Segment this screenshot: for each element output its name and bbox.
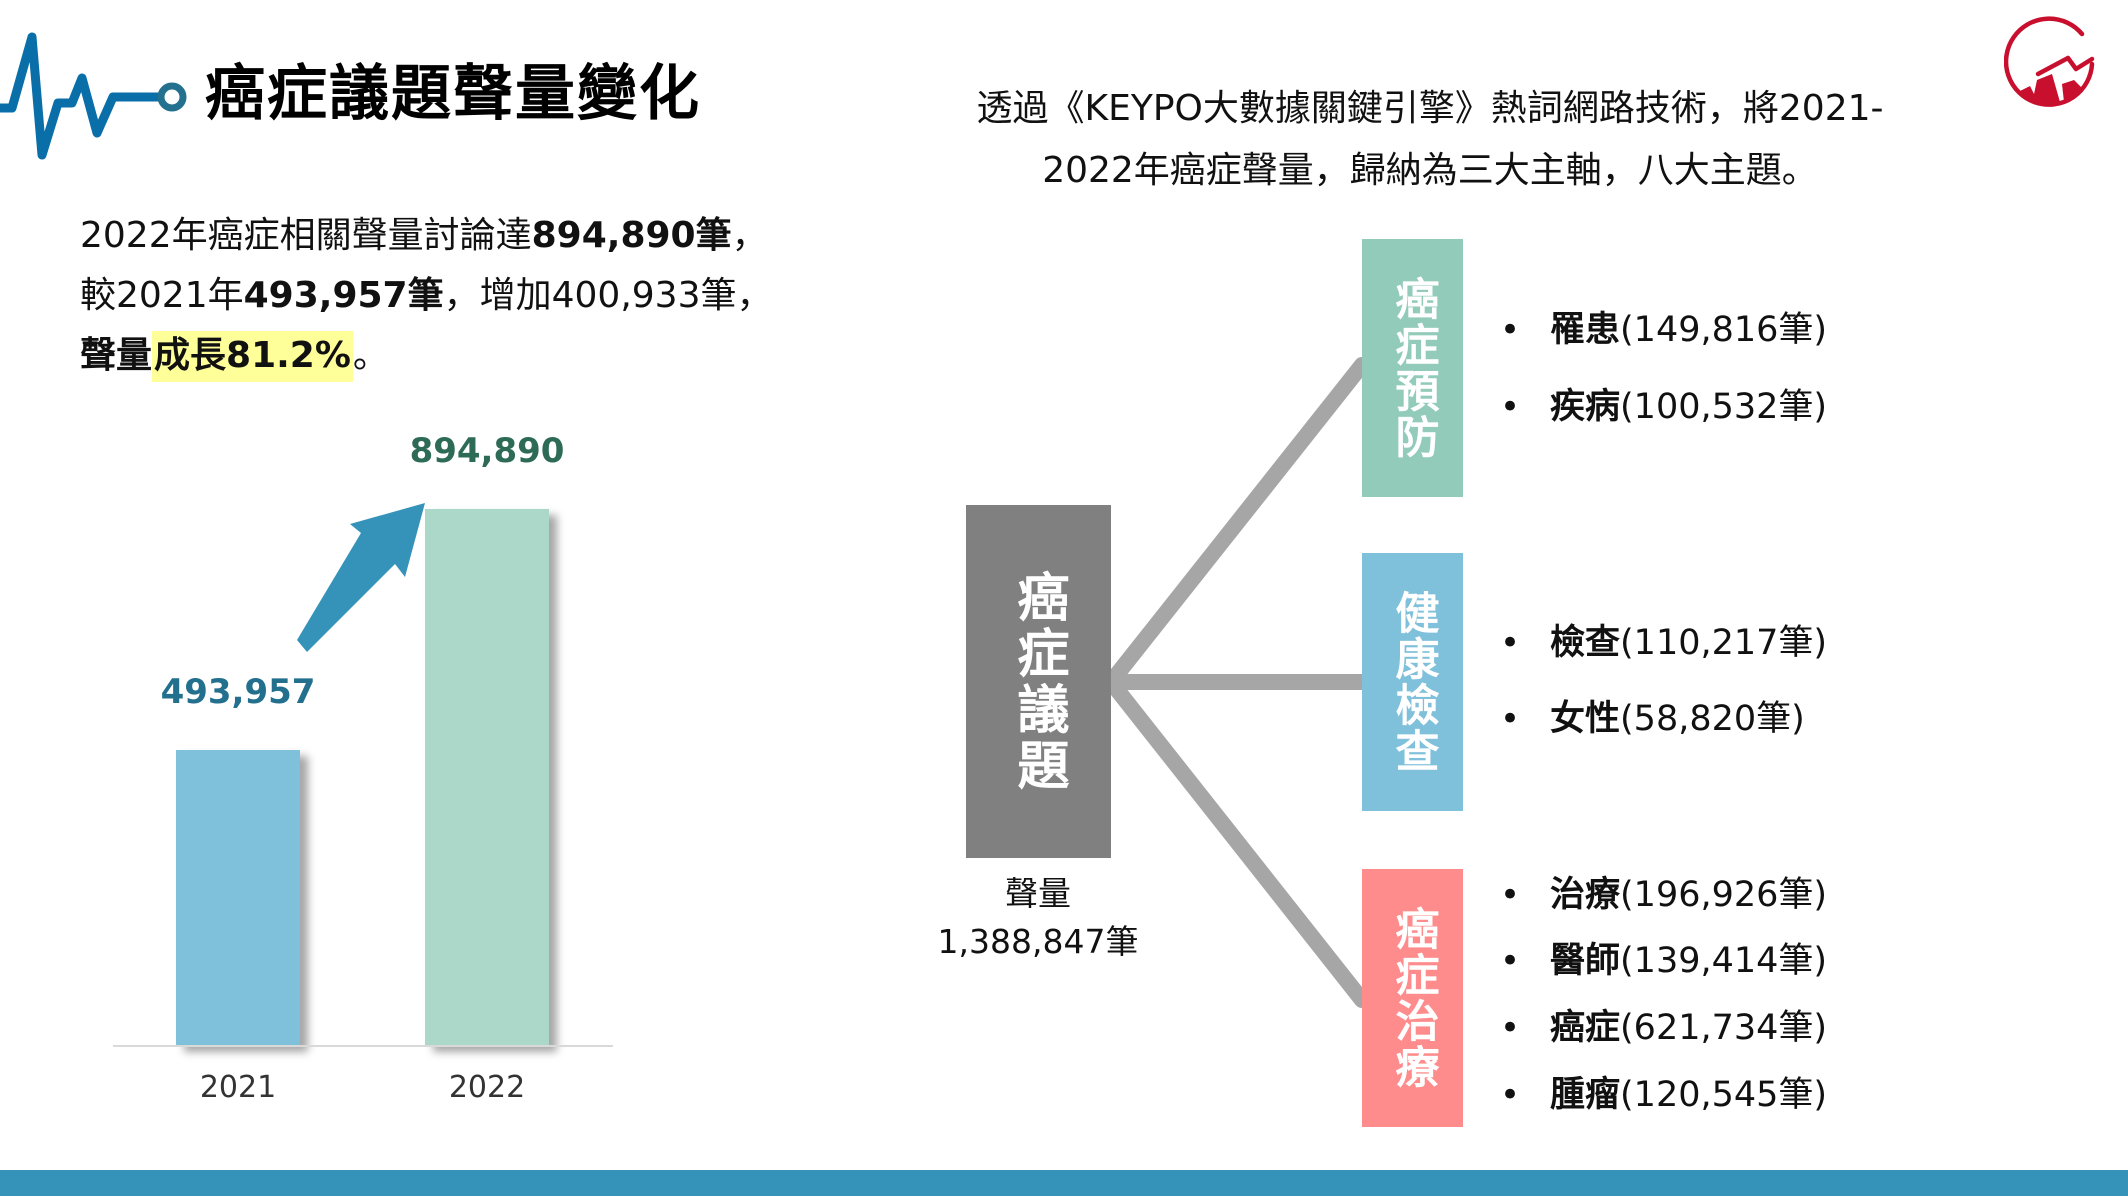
- axis-box-treatment: 癌症治療: [1362, 869, 1463, 1127]
- topic-count: (100,532筆): [1620, 387, 1828, 427]
- bullet-icon: •: [1500, 1008, 1521, 1048]
- list-item: • 疾病(100,532筆): [1500, 382, 1827, 432]
- topic-name: 醫師: [1550, 941, 1621, 981]
- heartbeat-pulse-icon: [0, 32, 187, 160]
- summary-2021-count: 493,957筆: [243, 275, 444, 316]
- topic-count: (149,816筆): [1620, 310, 1828, 350]
- summary-punct: ，: [731, 215, 768, 256]
- page-title: 癌症議題聲量變化: [205, 59, 701, 129]
- topic-name: 治療: [1550, 875, 1621, 915]
- topic-name: 檢查: [1550, 623, 1621, 663]
- topic-count: (196,926筆): [1620, 875, 1828, 915]
- bar-2022: [425, 509, 549, 1046]
- summary-line-3: 聲量成長81.2%。: [80, 326, 772, 386]
- topic-count: (621,734筆): [1620, 1008, 1828, 1048]
- list-item: • 癌症(621,734筆): [1500, 1003, 1827, 1053]
- summary-punct: 。: [352, 335, 389, 376]
- list-item: • 罹患(149,816筆): [1500, 305, 1827, 355]
- list-item: • 檢查(110,217筆): [1500, 618, 1827, 668]
- intro-line-2: 2022年癌症聲量，歸納為三大主軸，八大主題。: [1042, 150, 1818, 191]
- intro-line-1: 透過《KEYPO大數據關鍵引擎》熱詞網路技術，將2021-: [976, 88, 1884, 129]
- center-volume-caption: 聲量 1,388,847筆: [920, 870, 1156, 966]
- axis-label-prevention: 癌症預防: [1387, 276, 1439, 460]
- center-topic-label: 癌症議題: [1008, 569, 1068, 794]
- bullet-icon: •: [1500, 875, 1521, 915]
- trend-up-arrow-icon: [297, 503, 425, 652]
- summary-increase: ，增加400,933筆，: [443, 275, 773, 316]
- summary-line-1: 2022年癌症相關聲量討論達894,890筆，: [80, 206, 772, 266]
- bullet-icon: •: [1500, 623, 1521, 663]
- axis-box-checkup: 健康檢查: [1362, 553, 1463, 811]
- topic-name: 女性: [1550, 699, 1621, 739]
- axis-box-prevention: 癌症預防: [1362, 239, 1463, 497]
- volume-total: 1,388,847筆: [937, 922, 1139, 961]
- bullet-icon: •: [1500, 387, 1521, 427]
- topic-count: (58,820筆): [1620, 699, 1805, 739]
- bar-chart: 493,957 894,890 2021 2022: [100, 420, 700, 1120]
- volume-label: 聲量: [1005, 874, 1071, 913]
- center-topic-box: 癌症議題: [966, 505, 1111, 858]
- list-item: • 女性(58,820筆): [1500, 694, 1805, 744]
- topic-count: (139,414筆): [1620, 941, 1828, 981]
- summary-2022-count: 894,890筆: [531, 215, 732, 256]
- topic-name: 疾病: [1550, 387, 1621, 427]
- list-item: • 治療(196,926筆): [1500, 870, 1827, 920]
- brand-logo-icon: [2004, 16, 2095, 107]
- topic-name: 罹患: [1550, 310, 1621, 350]
- growth-highlight: 成長81.2%: [152, 331, 353, 382]
- summary-line-2: 較2021年493,957筆，增加400,933筆，: [80, 266, 772, 326]
- axis-label-treatment: 癌症治療: [1387, 906, 1439, 1090]
- summary-volume-label: 聲量: [80, 335, 153, 376]
- bar-value-2021: 493,957: [160, 672, 316, 712]
- topic-name: 腫瘤: [1550, 1075, 1621, 1115]
- x-tick-2022: 2022: [448, 1070, 526, 1105]
- intro-text: 透過《KEYPO大數據關鍵引擎》熱詞網路技術，將2021- 2022年癌症聲量，…: [900, 78, 1960, 202]
- x-axis-line: [113, 1045, 613, 1047]
- topic-count: (110,217筆): [1620, 623, 1828, 663]
- bullet-icon: •: [1500, 699, 1521, 739]
- summary-text-plain: 較2021年: [80, 275, 244, 316]
- x-tick-2021: 2021: [199, 1070, 277, 1105]
- bar-value-2022: 894,890: [409, 431, 565, 471]
- summary-text-plain: 2022年癌症相關聲量討論達: [80, 215, 532, 256]
- footer-bar: [0, 1170, 2128, 1196]
- bullet-icon: •: [1500, 1075, 1521, 1115]
- bullet-icon: •: [1500, 310, 1521, 350]
- list-item: • 腫瘤(120,545筆): [1500, 1070, 1827, 1120]
- summary-text: 2022年癌症相關聲量討論達894,890筆， 較2021年493,957筆，增…: [80, 206, 772, 386]
- list-item: • 醫師(139,414筆): [1500, 936, 1827, 986]
- topic-count: (120,545筆): [1620, 1075, 1828, 1115]
- bullet-icon: •: [1500, 941, 1521, 981]
- topic-name: 癌症: [1550, 1008, 1621, 1048]
- axis-label-checkup: 健康檢查: [1387, 590, 1439, 774]
- bar-2021: [176, 750, 300, 1046]
